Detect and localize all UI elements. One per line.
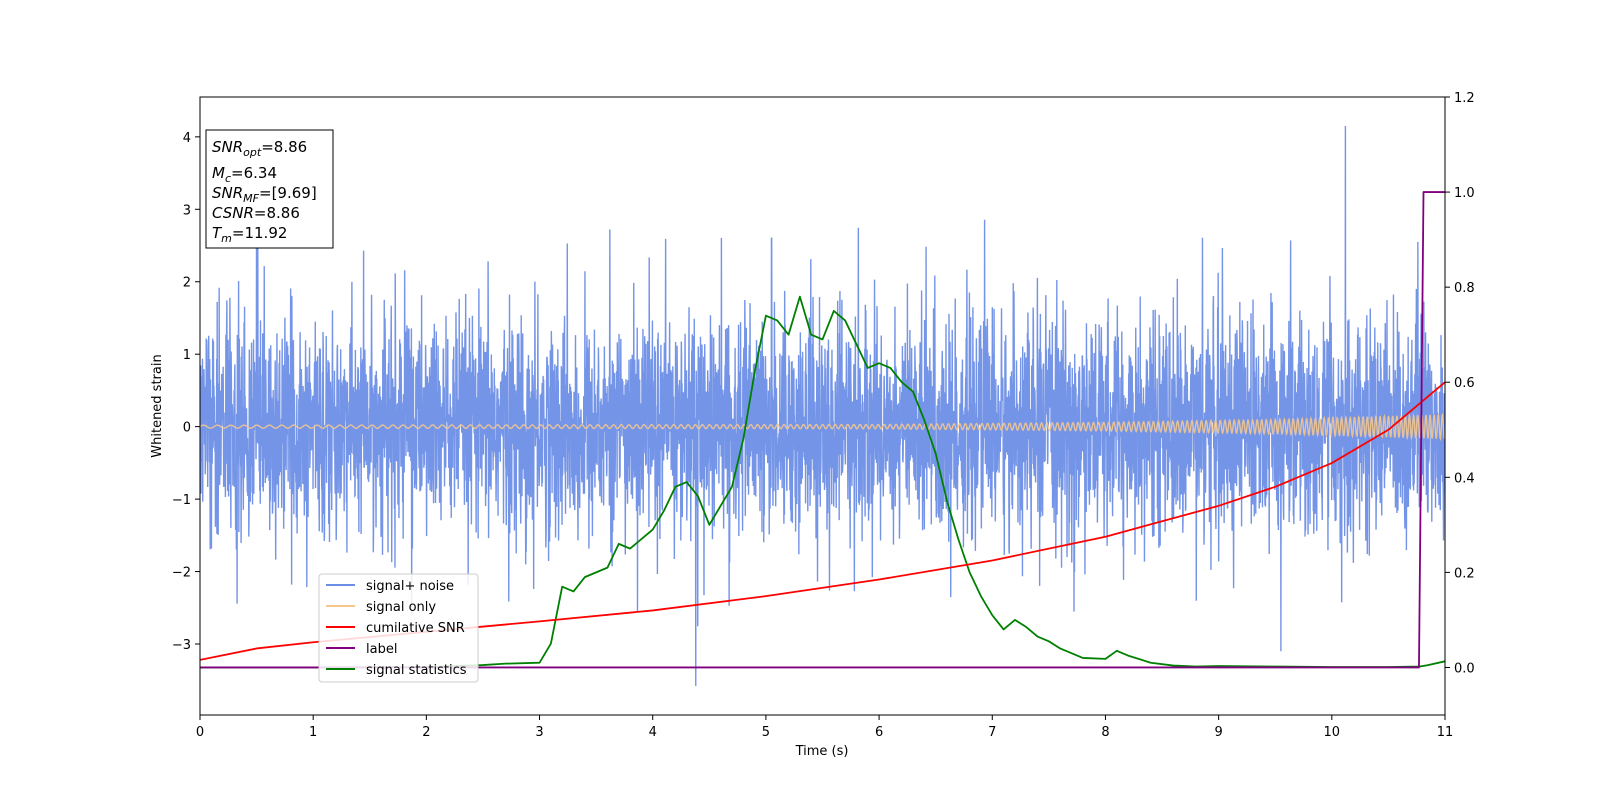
x-tick-label: 4 [649,725,657,740]
legend: signal+ noise signal only cumilative SNR… [318,573,479,683]
y-left-tick-label: 4 [183,131,191,146]
series-signal-statistics-line [200,295,1445,669]
ticks-layer: 0 1 2 3 4 5 6 7 8 9 10 11 −3 −2 −1 0 1 2 3 4 0.0 0.2 0.4 0.6 0.8… [172,91,1475,740]
info-mc: Mc=6.34 [212,164,277,185]
info-csnr: CSNR=8.86 [212,204,300,222]
y-left-tick-label: −1 [172,493,191,508]
info-snr-mf: SNRMF=[9.69] [212,184,317,205]
y-left-tick-label: 3 [183,203,191,218]
info-box-frame [205,129,334,249]
legend-label-cumulative-snr: cumilative SNR [366,621,465,636]
y-right-tick-label: 1.0 [1454,186,1475,201]
x-tick-label: 11 [1437,725,1454,740]
y-left-tick-label: −3 [172,638,191,653]
axes-frame [199,96,1446,716]
y-left-tick-label: 2 [183,276,191,291]
y-right-tick-label: 0.0 [1454,661,1475,676]
y-right-tick-label: 0.4 [1454,471,1475,486]
legend-frame [318,573,479,683]
y-right-tick-label: 0.2 [1454,566,1475,581]
series-label-line [200,191,1445,669]
y-left-tick-label: −2 [172,566,191,581]
info-snr-opt: SNRopt=8.86 [212,138,307,159]
x-tick-label: 7 [988,725,996,740]
y-right-tick-label: 0.6 [1454,376,1475,391]
y-right-tick-label: 1.2 [1454,91,1475,106]
x-axis-label: Time (s) [795,744,849,759]
x-tick-label: 10 [1324,725,1341,740]
series-signal-noise-line [200,125,1445,687]
info-tm: Tm=11.92 [212,224,287,245]
legend-label-label: label [366,642,397,657]
y-right-tick-label: 0.8 [1454,281,1475,296]
y-left-tick-label: 1 [183,348,191,363]
series-signal-only-line [200,412,1445,442]
x-tick-label: 6 [875,725,883,740]
x-tick-label: 3 [535,725,543,740]
x-tick-label: 5 [762,725,770,740]
x-tick-label: 0 [196,725,204,740]
y-axis-label: Whitened strain [150,354,165,457]
x-tick-label: 9 [1214,725,1222,740]
legend-label-signal-statistics: signal statistics [366,663,467,678]
y-left-tick-label: 0 [183,421,191,436]
legend-label-signal-noise: signal+ noise [366,579,454,594]
legend-label-signal-only: signal only [366,600,436,615]
x-tick-label: 1 [309,725,317,740]
x-tick-label: 2 [422,725,430,740]
x-tick-label: 8 [1101,725,1109,740]
info-box: SNRopt=8.86 Mc=6.34 SNRMF=[9.69] CSNR=8.… [205,129,334,249]
